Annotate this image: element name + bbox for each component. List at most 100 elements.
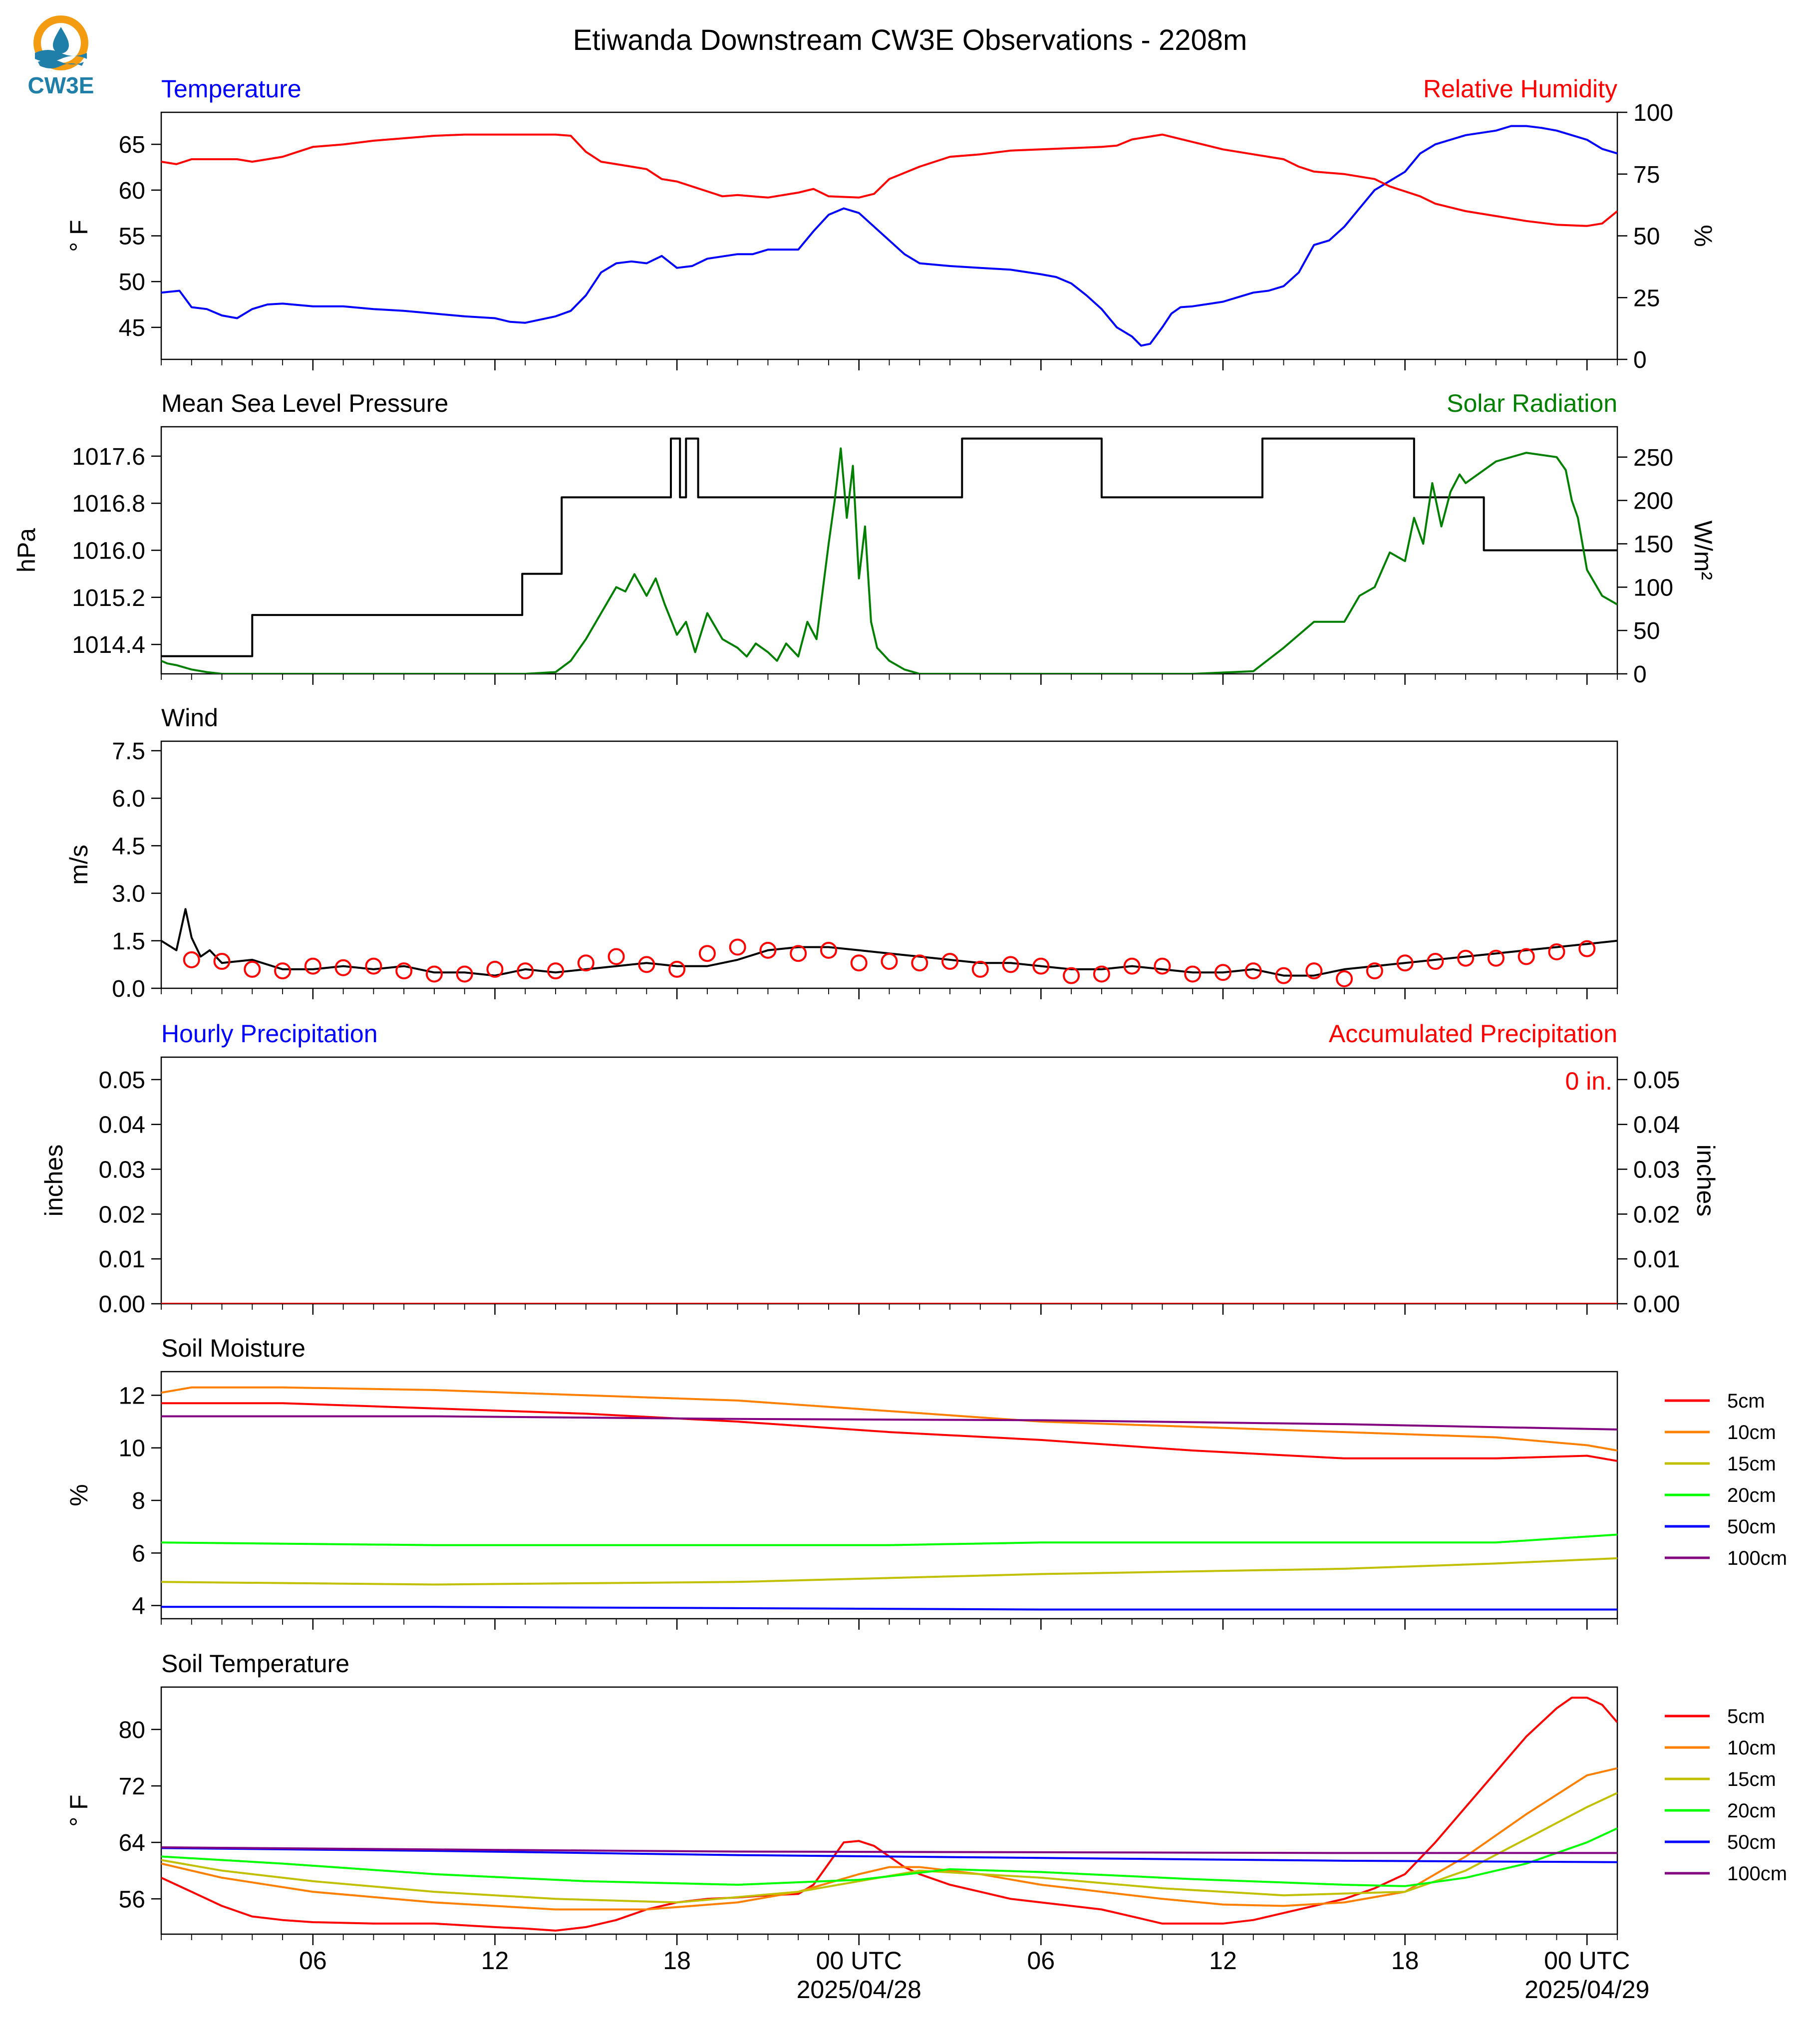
panel-title-left: Mean Sea Level Pressure: [161, 389, 448, 417]
panel-wind: Wind 0.0 1.5 3.0 4.5 6.0 7.5 m/s: [65, 704, 1618, 1002]
wind-barb-marker: [1548, 943, 1565, 961]
wind-barb-marker: [1184, 965, 1202, 983]
panel-title-right: Accumulated Precipitation: [1329, 1020, 1617, 1048]
wind-barb-marker: [1275, 967, 1292, 984]
wind-barb-marker: [395, 962, 413, 980]
y-tick-label-left: 50: [119, 269, 145, 295]
x-tick-label: 18: [1391, 1947, 1419, 1975]
panel-title-left: Soil Temperature: [161, 1650, 349, 1678]
y-tick-label-right: 0: [1633, 347, 1647, 373]
plot-frame: [160, 1371, 1618, 1620]
legend-label: 10cm: [1727, 1422, 1776, 1444]
y-axis-label-left: ° F: [65, 220, 93, 252]
y-axis-label-left: inches: [40, 1145, 68, 1217]
series-line-10cm: [161, 1767, 1617, 1911]
legend-label: 10cm: [1727, 1737, 1776, 1759]
y-tick-label-left: 0.04: [99, 1112, 145, 1139]
series-line-left: [161, 125, 1617, 347]
y-tick-label-left: 3.0: [112, 881, 145, 907]
series-line-20cm: [161, 1533, 1617, 1546]
wind-barb-marker: [1002, 956, 1019, 973]
legend-label: 15cm: [1727, 1453, 1776, 1475]
y-axis-label-left: %: [65, 1484, 93, 1506]
y-tick-label-left: 10: [119, 1436, 145, 1462]
panel-soil-temperature: Soil Temperature 56 64 72 80 ° F 5cm 10cm 15cm 20…: [65, 1650, 1787, 1945]
wind-barb-marker: [790, 945, 807, 962]
y-axis-label-left: ° F: [65, 1794, 93, 1826]
x-tick-label: 00 UTC: [1544, 1947, 1630, 1975]
wind-barb-marker: [1487, 949, 1505, 967]
wind-barb-marker: [577, 954, 595, 972]
wind-barb-marker: [1123, 957, 1141, 975]
legend-label: 100cm: [1727, 1547, 1787, 1569]
series-line-50cm: [161, 1847, 1617, 1863]
plot-frame: [160, 426, 1618, 675]
legend-label: 15cm: [1727, 1768, 1776, 1790]
wind-barb-marker: [365, 957, 382, 975]
series-line-100cm: [161, 1846, 1617, 1854]
legend-label: 5cm: [1727, 1390, 1765, 1412]
y-tick-label-right: 0: [1633, 661, 1647, 688]
legend-label: 5cm: [1727, 1706, 1765, 1728]
wind-barb-marker: [971, 960, 989, 978]
series-line-right: [161, 447, 1617, 674]
wind-barb-marker: [1457, 949, 1475, 967]
series-line-right: [161, 133, 1617, 227]
y-tick-label-right: 150: [1633, 531, 1673, 558]
y-tick-label-left: 6: [132, 1540, 145, 1567]
y-tick-label-right: 100: [1633, 100, 1673, 126]
y-tick-label-left: 1015.2: [72, 585, 145, 611]
y-tick-label-right: 0.04: [1633, 1112, 1680, 1139]
y-tick-label-left: 0.02: [99, 1201, 145, 1228]
y-tick-label-right: 50: [1633, 224, 1660, 250]
wind-barb-marker: [517, 962, 534, 980]
x-date-label: 2025/04/29: [1524, 1976, 1649, 2004]
y-tick-label-right: 0.01: [1633, 1246, 1680, 1273]
y-tick-label-left: 1.5: [112, 928, 145, 955]
plot-frame: [160, 1056, 1618, 1305]
y-tick-label-left: 0.01: [99, 1246, 145, 1273]
y-tick-label-left: 4.5: [112, 833, 145, 860]
legend-label: 100cm: [1727, 1863, 1787, 1885]
cw3e-logo-icon: [33, 15, 88, 70]
wind-barb-marker: [304, 957, 321, 975]
panel-title-left: Soil Moisture: [161, 1334, 305, 1362]
y-axis-label-right: inches: [1692, 1145, 1720, 1217]
y-tick-label-left: 55: [119, 224, 145, 250]
y-tick-label-left: 7.5: [112, 738, 145, 765]
series-line-left: [161, 908, 1617, 977]
figure-title: Etiwanda Downstream CW3E Observations - …: [573, 24, 1247, 56]
y-tick-label-right: 50: [1633, 618, 1660, 644]
wind-barb-marker: [547, 962, 565, 980]
x-date-label: 2025/04/28: [797, 1976, 921, 2004]
logo-text: CW3E: [27, 72, 94, 98]
legend-label: 20cm: [1727, 1484, 1776, 1506]
y-tick-label-left: 45: [119, 315, 145, 341]
x-tick-label: 18: [663, 1947, 691, 1975]
cw3e-logo: CW3E: [21, 13, 101, 108]
y-axis-label-right: %: [1689, 225, 1717, 247]
wind-barb-marker: [1063, 967, 1080, 984]
panel-precipitation: Hourly Precipitation Accumulated Precipit…: [40, 1020, 1720, 1318]
y-tick-label-left: 72: [119, 1773, 145, 1800]
y-tick-label-left: 0.05: [99, 1067, 145, 1094]
wind-barb-marker: [1396, 954, 1414, 972]
y-tick-label-right: 100: [1633, 575, 1673, 601]
x-tick-label: 12: [1209, 1947, 1237, 1975]
y-tick-label-left: 56: [119, 1886, 145, 1913]
series-line-5cm: [161, 1697, 1617, 1932]
y-tick-label-left: 0.0: [112, 976, 145, 1002]
wind-barb-marker: [607, 948, 625, 965]
y-tick-label-right: 25: [1633, 285, 1660, 311]
y-tick-label-left: 4: [132, 1593, 145, 1620]
wind-barb-marker: [334, 959, 352, 976]
x-tick-label: 06: [1027, 1947, 1055, 1975]
panel-temp-rh: Temperature Relative Humidity 45 50 55 60 65 0 2…: [65, 75, 1717, 373]
wind-barb-marker: [881, 953, 898, 970]
wind-barb-marker: [1214, 964, 1231, 981]
panel-title-right: Relative Humidity: [1423, 75, 1617, 103]
panel-title-left: Hourly Precipitation: [161, 1020, 378, 1048]
wind-barb-marker: [638, 956, 655, 973]
wind-barb-marker: [1366, 962, 1383, 980]
wind-barb-marker: [729, 938, 746, 956]
